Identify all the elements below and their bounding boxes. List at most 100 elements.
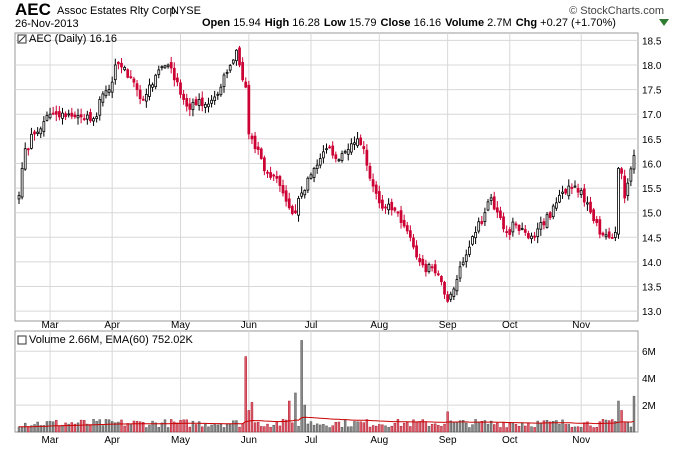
volume-bar: [132, 420, 136, 433]
volume-bar: [517, 425, 521, 433]
volume-bar: [154, 422, 157, 433]
candle-body: [244, 81, 248, 88]
volume-bar: [607, 420, 611, 433]
volume-label: Volume: [445, 17, 485, 29]
volume-bar: [101, 425, 105, 433]
candle-body: [253, 135, 257, 150]
volume-bar: [468, 427, 471, 433]
volume-bar: [272, 424, 275, 433]
volume-bar: [92, 419, 95, 433]
volume-bar: [188, 426, 192, 433]
candle-body: [598, 219, 602, 235]
candle-body: [290, 206, 294, 214]
price-y-tick: 14.5: [642, 233, 662, 244]
candle-body: [443, 281, 446, 295]
candle-body: [312, 167, 316, 178]
volume-bar: [331, 425, 334, 433]
volume-bar: [263, 426, 266, 433]
candle-body: [275, 176, 279, 179]
volume-bar: [359, 421, 362, 433]
candle-body: [263, 157, 266, 172]
volume-bar: [142, 422, 145, 433]
candle-body: [483, 212, 487, 223]
volume-bar: [576, 426, 580, 433]
candle-body: [120, 62, 123, 68]
volume-bar: [135, 420, 139, 433]
up-arrow-icon[interactable]: [659, 19, 669, 26]
volume-bar: [300, 340, 303, 433]
high-value: 16.28: [292, 17, 320, 29]
volume-bar: [120, 419, 123, 433]
candle-body: [514, 223, 518, 226]
candle-body: [471, 236, 474, 245]
candle-body: [95, 116, 99, 119]
candle-body: [564, 189, 568, 194]
candle-body: [561, 191, 564, 194]
candle-body: [294, 210, 297, 214]
candle-body: [231, 59, 235, 64]
volume-bar: [95, 421, 98, 433]
price-panel: 13.0 13.5 14.0 14.5 15.0 15.5 16.0 16.5 17.0 17.5…: [14, 32, 662, 322]
volume-bar: [117, 421, 120, 433]
volume-bar: [328, 427, 331, 433]
volume-bar: [51, 421, 55, 433]
volume-bar: [151, 420, 154, 433]
volume-bar: [228, 423, 232, 433]
price-y-tick: 15.5: [642, 184, 662, 195]
volume-bar: [350, 426, 353, 433]
volume-bar: [552, 421, 555, 433]
volume-bar: [166, 427, 170, 433]
company-name: Assoc Estates Rlty Corp.: [57, 5, 179, 17]
volume-bar: [294, 392, 297, 433]
volume-bar: [430, 424, 434, 433]
volume-bar: [589, 425, 592, 433]
candle-body: [353, 142, 356, 145]
price-y-axis: 13.0 13.5 14.0 14.5 15.0 15.5 16.0 16.5 17.0 17.5…: [642, 36, 662, 318]
candle-body: [446, 294, 449, 302]
candle-body: [558, 194, 561, 203]
candle-body: [607, 231, 611, 238]
volume-bar: [374, 425, 378, 433]
volume-bar: [548, 421, 552, 433]
volume-bar: [269, 426, 272, 433]
candle-body: [250, 135, 254, 140]
candle-body: [620, 168, 623, 174]
candle-body: [210, 99, 213, 104]
volume-x-tick: May: [171, 435, 190, 446]
candle-body: [23, 148, 27, 170]
candle-body: [45, 115, 49, 121]
candle-body: [213, 96, 217, 101]
candle-body: [371, 179, 375, 187]
candle-body: [328, 146, 331, 149]
low-label: Low: [323, 17, 346, 29]
candle-body: [30, 133, 33, 149]
candle-body: [340, 153, 344, 161]
candle-body: [489, 197, 493, 201]
volume-legend: Volume 2.66M, EMA(60) 752.02K: [29, 334, 194, 346]
candle-body: [33, 131, 36, 135]
volume-bar: [570, 427, 574, 433]
candle-body: [266, 171, 269, 174]
volume-bar: [266, 423, 269, 433]
candle-body: [82, 118, 86, 121]
price-y-tick: 14.0: [642, 258, 662, 269]
candle-body: [113, 64, 117, 81]
volume-bar: [319, 424, 322, 433]
volume-bar: [371, 425, 375, 433]
volume-bar: [334, 422, 338, 433]
candle-body: [381, 199, 384, 209]
volume-bar: [33, 424, 36, 433]
volume-bar: [163, 419, 167, 433]
candle-body: [356, 138, 359, 147]
candle-body: [610, 237, 614, 239]
volume-bar: [592, 427, 595, 433]
candle-body: [42, 121, 46, 132]
volume-bar: [138, 421, 142, 433]
volume-bar: [191, 420, 195, 433]
volume-x-tick: Aug: [370, 435, 388, 446]
candle-body: [58, 111, 61, 118]
volume-bar: [601, 419, 605, 433]
stockcharts-brand[interactable]: © StockCharts.com: [569, 5, 664, 17]
candle-body: [107, 89, 111, 93]
price-y-tick: 13.5: [642, 283, 662, 294]
